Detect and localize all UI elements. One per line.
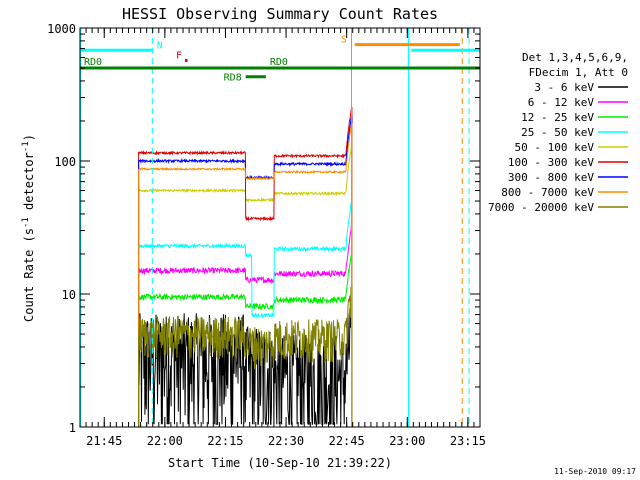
series-line (138, 249, 353, 427)
ylabel-superscript: -1 (21, 217, 31, 228)
legend-label: 50 - 100 keV (515, 141, 595, 154)
y-tick-label: 1000 (47, 22, 76, 36)
x-tick-label: 22:15 (207, 434, 243, 448)
series-line (138, 106, 353, 427)
legend-label: 300 - 800 keV (508, 171, 594, 184)
y-axis-label: Count Rate (s-1 detector-1) (21, 134, 36, 322)
y-tick-label: 10 (62, 288, 76, 302)
x-tick-label: 21:45 (86, 434, 122, 448)
series-line (138, 115, 353, 427)
footer-timestamp: 11-Sep-2010 09:17 (554, 467, 636, 476)
ylabel-part: Count Rate (s (22, 228, 36, 322)
flag-label: RD0 (84, 57, 102, 68)
plot-area: N S F RD0 RD8 RD0 (80, 28, 480, 427)
x-tick-label: 22:30 (268, 434, 304, 448)
flag-label: RD8 (224, 73, 242, 84)
flag-label: F (176, 50, 182, 61)
x-tick-label: 23:00 (389, 434, 425, 448)
series-line (138, 123, 353, 427)
y-tick-label: 100 (54, 155, 76, 169)
chart-title: HESSI Observing Summary Count Rates (122, 5, 438, 23)
flag-label: N (157, 40, 163, 51)
legend-label: 100 - 300 keV (508, 156, 594, 169)
flag-label: RD0 (270, 57, 288, 68)
x-tick-label: 23:15 (450, 434, 486, 448)
y-tick-label: 1 (69, 421, 76, 435)
legend-label: 25 - 50 keV (521, 126, 594, 139)
legend-label: 3 - 6 keV (534, 81, 594, 94)
series-line (138, 225, 353, 427)
legend-label: 6 - 12 keV (528, 96, 595, 109)
x-tick-label: 22:00 (147, 434, 183, 448)
legend: Det 1,3,4,5,6,9, FDecim 1, Att 0 3 - 6 k… (488, 51, 628, 214)
ylabel-superscript: -1 (21, 141, 31, 152)
legend-label: 800 - 7000 keV (501, 186, 594, 199)
ylabel-part: ) (22, 134, 36, 141)
y-axis: 1 10 100 1000 (47, 22, 480, 435)
ylabel-part: detector (22, 152, 36, 217)
x-axis: 21:45 22:00 22:15 22:30 22:45 23:00 23:15 (79, 28, 486, 448)
x-axis-label: Start Time (10-Sep-10 21:39:22) (168, 456, 392, 470)
x-tick-label: 22:45 (329, 434, 365, 448)
flag-label: S (341, 35, 347, 46)
series-line (138, 283, 353, 427)
series-line (138, 198, 353, 427)
legend-header-1: Det 1,3,4,5,6,9, (522, 51, 628, 64)
legend-header-2: FDecim 1, Att 0 (529, 66, 628, 79)
legend-label: 12 - 25 keV (521, 111, 594, 124)
legend-label: 7000 - 20000 keV (488, 201, 594, 214)
